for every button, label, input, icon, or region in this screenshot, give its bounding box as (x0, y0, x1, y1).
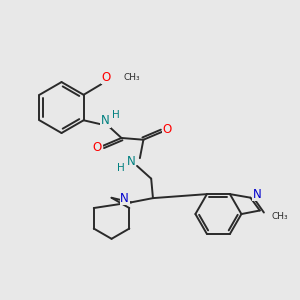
Text: H: H (112, 110, 119, 120)
Text: CH₃: CH₃ (124, 73, 141, 82)
Text: O: O (102, 70, 111, 84)
Text: N: N (127, 155, 135, 168)
Text: N: N (101, 115, 110, 128)
Text: N: N (120, 192, 129, 205)
Text: CH₃: CH₃ (272, 212, 288, 220)
Text: H: H (116, 163, 124, 173)
Text: O: O (93, 141, 102, 154)
Text: N: N (252, 188, 261, 201)
Text: O: O (163, 123, 172, 136)
